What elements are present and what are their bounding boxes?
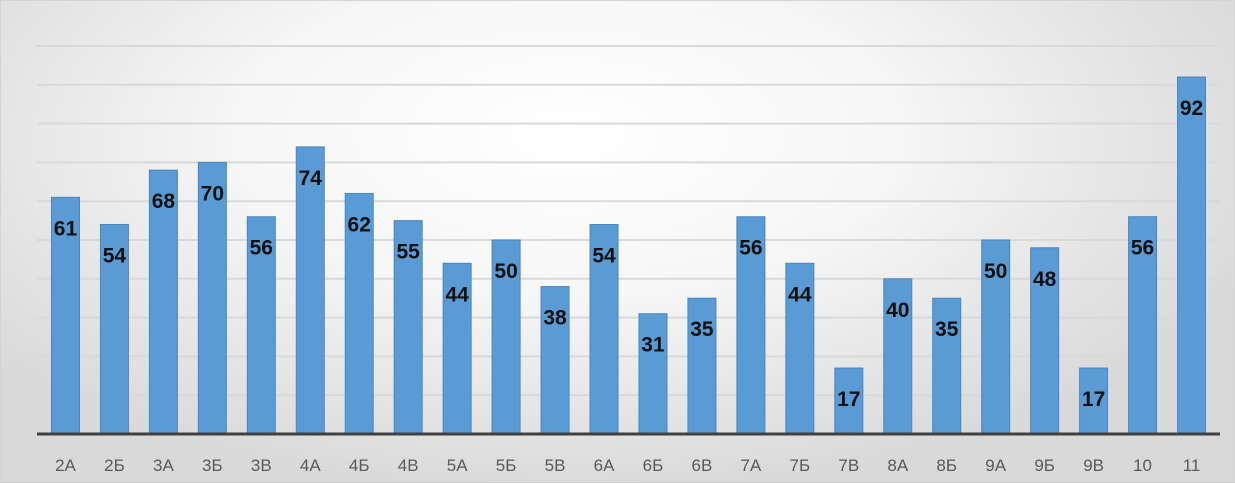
bar — [50, 196, 80, 435]
bar — [246, 216, 276, 435]
bar — [785, 262, 815, 435]
x-tick-label: 5А — [447, 456, 468, 475]
x-tick-label: 6А — [594, 456, 615, 475]
bar — [736, 216, 766, 435]
bar — [981, 239, 1011, 435]
data-label: 48 — [1033, 268, 1057, 291]
data-label: 31 — [641, 334, 665, 357]
data-label: 50 — [984, 260, 1007, 283]
data-label: 54 — [592, 244, 616, 267]
data-label: 44 — [445, 283, 469, 306]
x-tick-label: 8Б — [936, 456, 957, 475]
x-tick-label: 9А — [985, 456, 1006, 475]
data-label: 35 — [690, 318, 714, 341]
bar — [638, 313, 668, 435]
bar — [540, 286, 570, 435]
data-label: 44 — [788, 283, 812, 306]
x-tick-label: 8А — [887, 456, 908, 475]
bar — [1177, 76, 1207, 435]
bar — [1128, 216, 1158, 435]
data-label: 17 — [837, 388, 860, 411]
gridlines — [37, 45, 1220, 397]
data-label: 62 — [348, 213, 371, 236]
bar — [344, 192, 374, 435]
x-tick-label: 3Б — [202, 456, 223, 475]
x-tick-label: 5Б — [496, 456, 517, 475]
data-label: 35 — [935, 318, 959, 341]
data-label: 40 — [886, 299, 909, 322]
bar — [295, 146, 325, 435]
bars — [50, 76, 1207, 435]
bar — [687, 297, 717, 435]
x-tick-label: 4В — [398, 456, 419, 475]
data-label: 50 — [494, 260, 517, 283]
x-tick-label: 3В — [251, 456, 272, 475]
bar — [197, 161, 227, 435]
x-tick-label: 7В — [838, 456, 859, 475]
data-label: 68 — [152, 190, 176, 213]
x-tick-label: 7А — [740, 456, 761, 475]
bar — [491, 239, 521, 435]
bar — [393, 220, 423, 435]
x-tick-label: 11 — [1183, 456, 1201, 475]
x-tick-label: 3А — [153, 456, 174, 475]
data-label: 92 — [1180, 97, 1203, 120]
data-label: 56 — [1131, 237, 1154, 260]
x-tick-label: 5В — [545, 456, 566, 475]
data-label: 56 — [739, 237, 762, 260]
x-tick-label: 2А — [55, 456, 76, 475]
bar — [883, 278, 913, 435]
x-tick-label: 4А — [300, 456, 321, 475]
data-labels: 61 54 68 70 56 74 62 55 44 50 38 54 31 35 56 44 17 40 35 50… — [54, 97, 1203, 411]
x-tick-label: 9Б — [1034, 456, 1055, 475]
x-tick-label: 2Б — [104, 456, 125, 475]
data-label: 56 — [250, 237, 273, 260]
x-tick-label: 7Б — [790, 456, 811, 475]
x-tick-label: 6Б — [643, 456, 664, 475]
x-tick-label: 9В — [1083, 456, 1104, 475]
x-tick-labels: 2А 2Б 3А 3Б 3В 4А 4Б 4В 5А 5Б 5В 6А 6Б 6В 7А 7Б 7В 8А 8Б 9А… — [55, 456, 1200, 475]
data-label: 54 — [103, 244, 127, 267]
x-tick-label: 6В — [692, 456, 713, 475]
data-label: 55 — [397, 241, 421, 264]
bar — [99, 223, 129, 435]
data-label: 74 — [299, 167, 323, 190]
x-tick-label: 4Б — [349, 456, 370, 475]
data-label: 61 — [54, 217, 78, 240]
bar — [1079, 367, 1109, 435]
x-tick-label: 10 — [1133, 456, 1152, 475]
data-label: 17 — [1082, 388, 1105, 411]
bar — [1030, 247, 1060, 435]
data-label: 70 — [201, 182, 224, 205]
data-label: 38 — [543, 307, 567, 330]
bar — [834, 367, 864, 435]
